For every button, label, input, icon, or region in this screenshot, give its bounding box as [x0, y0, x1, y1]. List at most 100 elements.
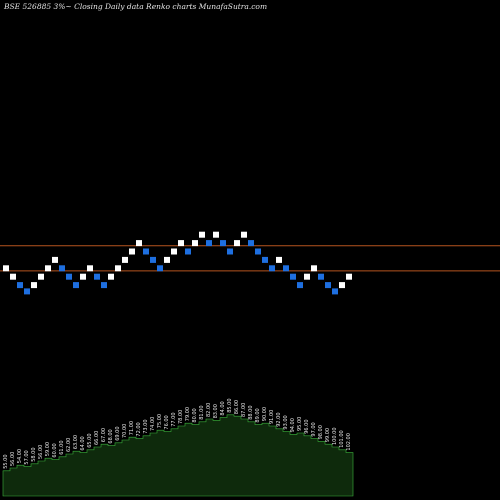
renko-brick	[94, 273, 100, 280]
renko-brick	[283, 265, 289, 272]
volume-label: 101.00	[339, 430, 345, 448]
volume-label: 81.00	[199, 405, 205, 419]
renko-brick	[136, 240, 142, 247]
volume-label: 64.00	[80, 436, 86, 450]
reference-lines	[0, 245, 500, 272]
volume-label: 66.00	[94, 431, 100, 445]
volume-label: 94.00	[290, 418, 296, 432]
volume-label: 78.00	[178, 410, 184, 424]
volume-label: 55.00	[3, 454, 9, 468]
renko-brick	[311, 265, 317, 272]
volume-label: 60.00	[52, 443, 58, 457]
renko-brick	[297, 282, 303, 289]
chart-title: BSE 526885 3%~ Closing Daily data Renko …	[4, 2, 268, 11]
volume-label: 91.00	[269, 410, 275, 424]
renko-brick	[234, 240, 240, 247]
renko-brick	[17, 282, 23, 289]
renko-brick	[45, 265, 51, 272]
volume-label: 62.00	[66, 438, 72, 452]
renko-brick	[10, 273, 16, 280]
volume-label: 88.00	[248, 405, 254, 419]
renko-brick	[227, 248, 233, 255]
renko-brick	[66, 273, 72, 280]
renko-brick	[332, 288, 338, 295]
volume-label: 77.00	[171, 412, 177, 426]
volume-label: 65.00	[87, 433, 93, 447]
renko-brick	[178, 240, 184, 247]
renko-brick	[80, 273, 86, 280]
volume-label: 84.00	[220, 401, 226, 415]
volume-label: 95.00	[297, 417, 303, 431]
volume-label: 86.00	[234, 400, 240, 414]
renko-brick	[87, 265, 93, 272]
volume-label: 54.00	[17, 449, 23, 463]
volume-label: 98.00	[318, 425, 324, 439]
renko-brick	[206, 240, 212, 247]
renko-brick	[269, 265, 275, 272]
renko-brick	[129, 248, 135, 255]
volume-label: 67.00	[101, 428, 107, 442]
renko-brick	[108, 273, 114, 280]
volume-label: 96.00	[304, 419, 310, 433]
renko-brick	[38, 273, 44, 280]
volume-label: 99.00	[325, 428, 331, 442]
volume-label: 74.00	[150, 417, 156, 431]
renko-brick	[346, 273, 352, 280]
volume-label: 90.00	[262, 407, 268, 421]
volume-panel	[2, 414, 354, 497]
volume-label: 80.00	[192, 408, 198, 422]
renko-brick	[150, 256, 156, 263]
renko-brick	[122, 256, 128, 263]
renko-brick	[52, 256, 58, 263]
volume-label: 69.00	[115, 426, 121, 440]
volume-label: 89.00	[255, 408, 261, 422]
renko-brick	[185, 248, 191, 255]
renko-brick	[192, 240, 198, 247]
volume-label: 92.00	[276, 412, 282, 426]
volume-area	[2, 414, 354, 497]
renko-brick	[115, 265, 121, 272]
volume-label: 59.00	[45, 442, 51, 456]
renko-brick	[318, 273, 324, 280]
renko-brick	[157, 265, 163, 272]
renko-brick	[304, 273, 310, 280]
renko-brick	[24, 288, 30, 295]
volume-label: 97.00	[311, 422, 317, 436]
volume-label: 85.00	[227, 398, 233, 412]
renko-brick	[290, 273, 296, 280]
renko-brick	[339, 282, 345, 289]
volume-label: 57.00	[24, 450, 30, 464]
renko-brick	[31, 282, 37, 289]
renko-brick	[255, 248, 261, 255]
volume-label: 75.00	[157, 414, 163, 428]
renko-brick	[248, 240, 254, 247]
volume-label: 56.00	[10, 452, 16, 466]
volume-label: 73.00	[143, 419, 149, 433]
volume-label: 61.00	[59, 440, 65, 454]
volume-label: 79.00	[185, 407, 191, 421]
volume-label: 82.00	[206, 403, 212, 417]
volume-labels: 55.00 56.00 54.00 57.00 58.00 56.00 59.00 60.00…	[3, 398, 352, 468]
volume-label: 83.00	[213, 404, 219, 418]
volume-label: 102.00	[346, 433, 352, 451]
renko-brick	[241, 231, 247, 238]
renko-brick	[101, 282, 107, 289]
volume-label: 93.00	[283, 415, 289, 429]
renko-brick	[220, 240, 226, 247]
renko-brick	[262, 256, 268, 263]
renko-brick	[325, 282, 331, 289]
renko-brick	[59, 265, 65, 272]
renko-brick	[276, 256, 282, 263]
renko-brick	[171, 248, 177, 255]
volume-label: 87.00	[241, 403, 247, 417]
volume-label: 63.00	[73, 435, 79, 449]
volume-label: 68.00	[108, 429, 114, 443]
renko-brick	[213, 231, 219, 238]
volume-label: 71.00	[129, 421, 135, 435]
renko-brick	[3, 265, 9, 272]
volume-label: 58.00	[31, 447, 37, 461]
renko-brick	[164, 256, 170, 263]
volume-label: 56.00	[38, 445, 44, 459]
renko-brick	[73, 282, 79, 289]
